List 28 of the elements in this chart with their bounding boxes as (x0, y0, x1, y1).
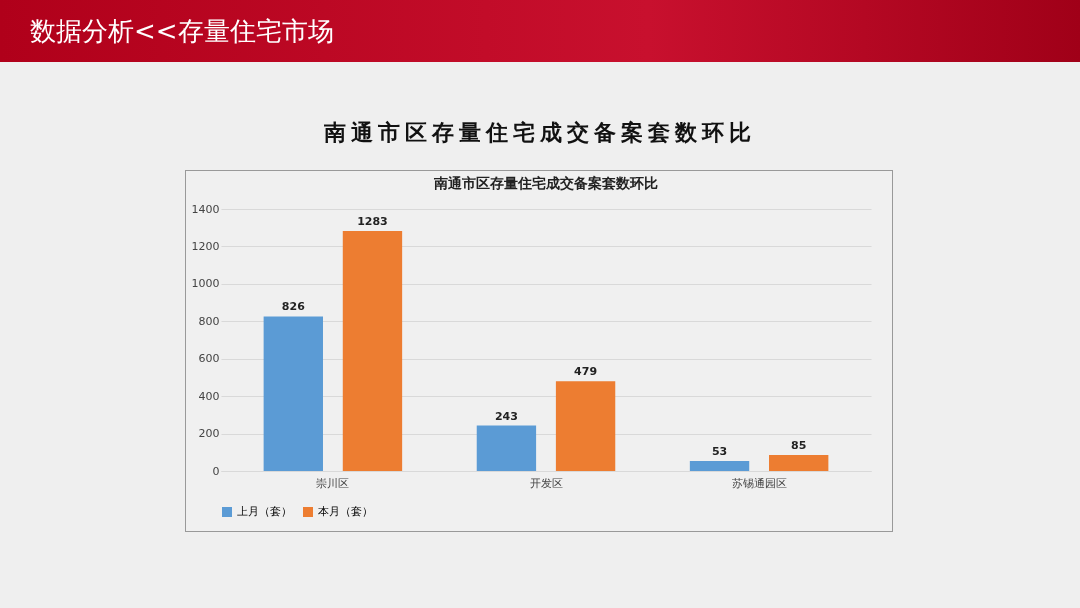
bar (769, 455, 829, 471)
data-label: 243 (494, 409, 518, 423)
data-label: 85 (791, 439, 807, 453)
y-tick-label: 0 (212, 464, 220, 478)
legend-label: 本月（套） (318, 505, 373, 518)
text: 数据分析<<存量住宅市场 (30, 15, 334, 48)
chart-title: 南通市区存量住宅成交备案套数环比 (433, 175, 658, 191)
bar (476, 425, 537, 471)
bar (555, 381, 616, 471)
x-tick-label: 开发区 (529, 476, 563, 490)
bar (342, 230, 403, 471)
y-tick-label: 600 (198, 352, 220, 366)
text: 南通市区存量住宅成交备案套数环比 (323, 119, 757, 147)
y-tick-label: 400 (198, 389, 220, 403)
y-tick-label: 800 (198, 314, 220, 328)
y-tick-label: 200 (198, 427, 220, 441)
data-label: 479 (574, 365, 598, 379)
x-tick-label: 苏锡通园区 (731, 476, 787, 490)
data-label: 53 (711, 445, 728, 459)
legend-label: 上月（套） (237, 505, 292, 518)
data-label: 826 (281, 300, 306, 314)
bar (689, 461, 750, 471)
data-label: 1283 (357, 214, 388, 228)
bar (263, 316, 323, 471)
x-tick-label: 崇川区 (316, 476, 350, 490)
y-tick-label: 1400 (191, 202, 220, 216)
y-tick-label: 1000 (191, 277, 220, 291)
y-tick-label: 1200 (191, 239, 220, 253)
